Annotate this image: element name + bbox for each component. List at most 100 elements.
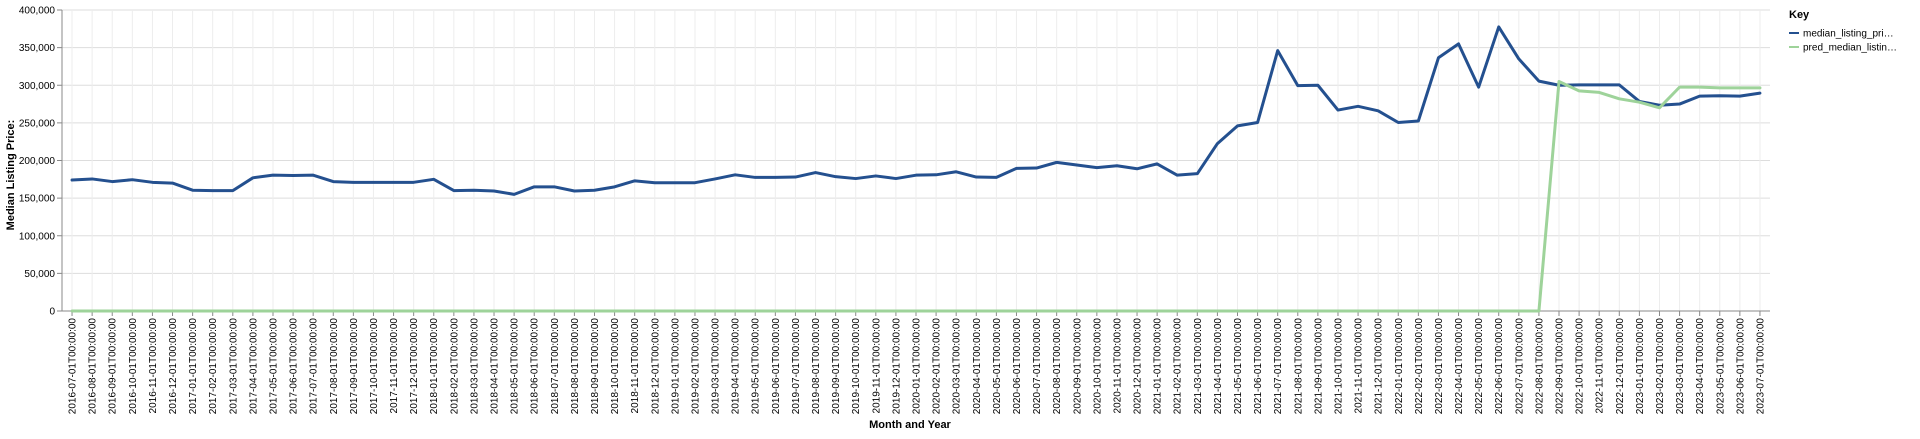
x-tick-label: 2021-12-01T00:00:00 [1374,318,1385,415]
x-tick-label: 2022-10-01T00:00:00 [1575,318,1586,415]
x-tick-label: 2019-02-01T00:00:00 [690,318,701,415]
x-axis: 2016-07-01T00:00:00 2016-08-01T00:00:00 20… [62,310,1770,415]
x-tick-label: 2019-01-01T00:00:00 [670,318,681,415]
x-tick-label: 2018-11-01T00:00:00 [630,318,641,414]
x-tick-label: 2022-08-01T00:00:00 [1534,318,1545,415]
x-tick-label: 2021-01-01T00:00:00 [1153,318,1164,415]
x-tick-label: 2021-07-01T00:00:00 [1273,318,1284,415]
x-tick-label: 2017-07-01T00:00:00 [309,318,320,415]
x-tick-label: 2019-10-01T00:00:00 [851,318,862,415]
x-tick-label: 2020-03-01T00:00:00 [952,318,963,415]
x-tick-label: 2020-01-01T00:00:00 [912,318,923,415]
y-axis-title: Median Listing Price: [5,120,17,231]
x-tick-label: 2023-06-01T00:00:00 [1735,318,1746,415]
y-tick-label: 100,000 [19,231,56,242]
x-tick-label: 2020-04-01T00:00:00 [972,318,983,415]
y-axis: 0 50,000 100,000 150,000 200,000 250,000 300,0… [19,6,63,318]
x-tick-label: 2021-04-01T00:00:00 [1213,318,1224,415]
x-tick-label: 2021-02-01T00:00:00 [1173,318,1184,415]
x-tick-label: 2021-11-01T00:00:00 [1354,318,1365,414]
x-tick-label: 2021-10-01T00:00:00 [1333,318,1344,415]
x-tick-label: 2019-12-01T00:00:00 [891,318,902,415]
x-tick-label: 2018-12-01T00:00:00 [650,318,661,415]
y-tick-label: 300,000 [19,81,56,92]
x-tick-label: 2016-11-01T00:00:00 [148,318,159,414]
y-tick-label: 250,000 [19,118,56,129]
x-axis-title: Month and Year [869,419,951,431]
gridlines [62,9,1770,312]
x-tick-label: 2017-09-01T00:00:00 [349,318,360,415]
x-tick-label: 2023-02-01T00:00:00 [1655,318,1666,415]
x-tick-label: 2022-03-01T00:00:00 [1434,318,1445,415]
x-tick-label: 2023-05-01T00:00:00 [1715,318,1726,415]
x-tick-label: 2019-05-01T00:00:00 [751,318,762,415]
legend-label-1: median_listing_pri… [1803,29,1894,40]
x-tick-label: 2017-08-01T00:00:00 [329,318,340,415]
x-tick-label: 2018-02-01T00:00:00 [449,318,460,415]
x-tick-label: 2017-06-01T00:00:00 [289,318,300,415]
x-tick-label: 2019-06-01T00:00:00 [771,318,782,415]
x-tick-label: 2017-10-01T00:00:00 [369,318,380,415]
x-tick-label: 2018-06-01T00:00:00 [530,318,541,415]
x-tick-label: 2022-06-01T00:00:00 [1494,318,1505,415]
series-line-2 [70,79,1762,313]
x-tick-label: 2020-07-01T00:00:00 [1032,318,1043,415]
x-tick-label: 2019-11-01T00:00:00 [871,318,882,414]
x-tick-label: 2016-10-01T00:00:00 [128,318,139,415]
x-tick-label: 2021-09-01T00:00:00 [1313,318,1324,415]
x-tick-label: 2018-10-01T00:00:00 [610,318,621,415]
x-tick-label: 2020-12-01T00:00:00 [1133,318,1144,415]
series-lines [70,25,1762,313]
x-tick-label: 2016-09-01T00:00:00 [108,318,119,415]
x-tick-label: 2020-02-01T00:00:00 [932,318,943,415]
y-tick-label: 350,000 [19,43,56,54]
x-tick-label: 2016-08-01T00:00:00 [88,318,99,415]
x-tick-label: 2020-05-01T00:00:00 [992,318,1003,415]
x-tick-label: 2020-11-01T00:00:00 [1112,318,1123,414]
x-tick-label: 2017-12-01T00:00:00 [409,318,420,415]
x-tick-label: 2020-06-01T00:00:00 [1012,318,1023,415]
x-tick-label: 2022-04-01T00:00:00 [1454,318,1465,415]
x-tick-label: 2022-11-01T00:00:00 [1595,318,1606,414]
x-tick-label: 2016-07-01T00:00:00 [68,318,79,415]
legend: Key median_listing_pri… pred_median_listi… [1789,9,1897,54]
x-tick-label: 2016-12-01T00:00:00 [168,318,179,415]
x-tick-label: 2017-04-01T00:00:00 [248,318,259,415]
legend-title: Key [1789,9,1810,21]
x-tick-label: 2021-06-01T00:00:00 [1253,318,1264,415]
x-tick-label: 2017-02-01T00:00:00 [208,318,219,415]
x-tick-label: 2020-09-01T00:00:00 [1072,318,1083,415]
x-tick-label: 2023-04-01T00:00:00 [1695,318,1706,415]
x-tick-label: 2022-07-01T00:00:00 [1514,318,1525,415]
x-tick-label: 2022-05-01T00:00:00 [1474,318,1485,415]
x-tick-label: 2022-12-01T00:00:00 [1615,318,1626,415]
x-tick-label: 2018-09-01T00:00:00 [590,318,601,415]
x-tick-label: 2021-05-01T00:00:00 [1233,318,1244,415]
x-tick-label: 2019-03-01T00:00:00 [711,318,722,415]
y-tick-label: 150,000 [19,194,56,205]
y-tick-label: 50,000 [24,269,55,280]
x-tick-label: 2017-11-01T00:00:00 [389,318,400,414]
x-tick-label: 2023-07-01T00:00:00 [1755,318,1766,415]
x-tick-label: 2022-01-01T00:00:00 [1394,318,1405,415]
x-tick-label: 2018-03-01T00:00:00 [469,318,480,415]
x-tick-label: 2018-07-01T00:00:00 [550,318,561,415]
x-tick-label: 2018-04-01T00:00:00 [490,318,501,415]
x-tick-label: 2023-01-01T00:00:00 [1635,318,1646,415]
x-tick-label: 2021-03-01T00:00:00 [1193,318,1204,415]
x-tick-label: 2018-05-01T00:00:00 [510,318,521,415]
x-tick-label: 2020-08-01T00:00:00 [1052,318,1063,415]
x-tick-label: 2021-08-01T00:00:00 [1293,318,1304,415]
x-tick-label: 2018-01-01T00:00:00 [429,318,440,415]
x-tick-label: 2023-03-01T00:00:00 [1675,318,1686,415]
series-line-1 [70,25,1762,196]
x-tick-label: 2022-02-01T00:00:00 [1414,318,1425,415]
x-tick-label: 2017-05-01T00:00:00 [268,318,279,415]
x-tick-label: 2019-07-01T00:00:00 [791,318,802,415]
y-tick-label: 0 [49,307,55,318]
x-tick-label: 2019-04-01T00:00:00 [731,318,742,415]
x-tick-label: 2017-01-01T00:00:00 [188,318,199,415]
x-tick-label: 2022-09-01T00:00:00 [1555,318,1566,415]
